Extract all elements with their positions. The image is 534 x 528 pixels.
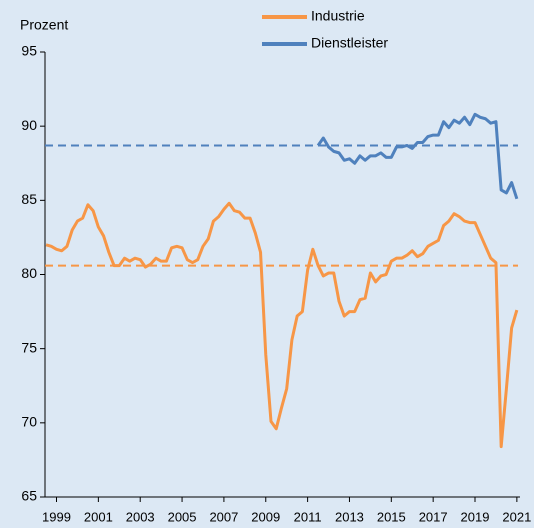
y-tick-label: 80 <box>21 265 37 281</box>
y-axis-label: Prozent <box>20 17 68 33</box>
series-line <box>316 112 519 200</box>
y-tick-label: 70 <box>21 414 37 430</box>
series-line <box>45 201 519 449</box>
x-tick-label: 2009 <box>251 509 280 524</box>
x-tick-label: 1999 <box>42 509 71 524</box>
y-tick-label: 85 <box>21 191 37 207</box>
y-tick-label: 65 <box>21 488 37 504</box>
x-tick-label: 2003 <box>126 509 155 524</box>
x-tick-label: 2015 <box>377 509 406 524</box>
legend-label: Dienstleister <box>311 35 388 51</box>
y-tick-label: 90 <box>21 117 37 133</box>
x-tick-label: 2007 <box>209 509 238 524</box>
x-tick-label: 2017 <box>419 509 448 524</box>
legend-label: Industrie <box>311 8 365 24</box>
x-tick-label: 2001 <box>84 509 113 524</box>
y-tick-label: 95 <box>21 43 37 59</box>
y-tick-label: 75 <box>21 339 37 355</box>
x-tick-label: 2021 <box>502 509 531 524</box>
x-tick-label: 2019 <box>461 509 490 524</box>
x-tick-label: 2011 <box>294 509 322 524</box>
x-tick-label: 2005 <box>168 509 197 524</box>
x-tick-label: 2013 <box>335 509 364 524</box>
